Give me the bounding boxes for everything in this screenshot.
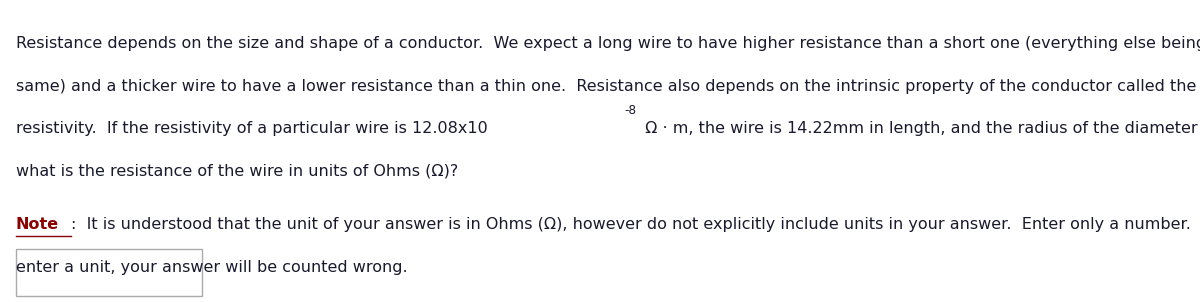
FancyBboxPatch shape bbox=[16, 249, 202, 296]
Text: Note: Note bbox=[16, 217, 59, 233]
Text: :  It is understood that the unit of your answer is in Ohms (Ω), however do not : : It is understood that the unit of your… bbox=[71, 217, 1200, 233]
Text: -8: -8 bbox=[624, 104, 636, 117]
Text: same) and a thicker wire to have a lower resistance than a thin one.  Resistance: same) and a thicker wire to have a lower… bbox=[16, 79, 1196, 94]
Text: what is the resistance of the wire in units of Ohms (Ω)?: what is the resistance of the wire in un… bbox=[16, 163, 458, 178]
Text: resistivity.  If the resistivity of a particular wire is 12.08x10: resistivity. If the resistivity of a par… bbox=[16, 121, 487, 136]
Text: enter a unit, your answer will be counted wrong.: enter a unit, your answer will be counte… bbox=[16, 260, 407, 275]
Text: Ω · m, the wire is 14.22mm in length, and the radius of the diameter of the wire: Ω · m, the wire is 14.22mm in length, an… bbox=[640, 121, 1200, 136]
Text: Resistance depends on the size and shape of a conductor.  We expect a long wire : Resistance depends on the size and shape… bbox=[16, 36, 1200, 51]
